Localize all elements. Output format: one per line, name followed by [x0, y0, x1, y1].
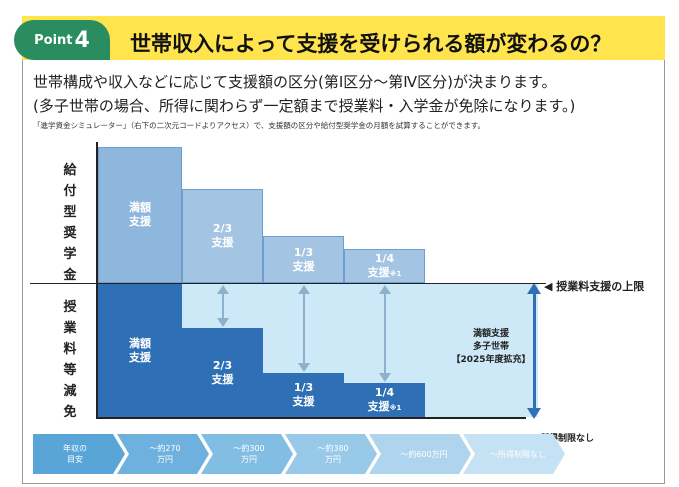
income-steps: 年収の 目安 〜約270 万円 〜約300 万円 〜約380 万円 〜約600万円 〜所… [33, 434, 633, 474]
expand-arrow-icon [379, 285, 391, 382]
y-axis [96, 142, 98, 419]
tuition-block-full: 満額 支援 [98, 284, 182, 417]
x-axis [96, 417, 526, 419]
income-step: 〜約380 万円 [317, 444, 349, 464]
tuition-limit-line [30, 283, 546, 284]
tuition-limit-label: ◀ 授業料支援の上限 [544, 280, 645, 293]
income-step-arrow [285, 434, 377, 474]
income-step-arrow [369, 434, 471, 474]
income-step-arrow [33, 434, 125, 474]
income-step-arrow [117, 434, 209, 474]
income-step: 〜約300 万円 [233, 444, 265, 464]
scholarship-block-1-4: 1/4 支援※1 [344, 249, 425, 283]
ylabel-scholarship: 給付型奨学金 [63, 163, 77, 283]
ylabel-tuition: 授業料等減免 [63, 300, 77, 420]
description-line-1: 世帯構成や収入などに応じて支援額の区分(第Ⅰ区分〜第Ⅳ区分)が決まります。 [33, 73, 557, 91]
simulator-note: 「進学資金シミュレーター」（右下の二次元コードよりアクセス）で、支援額の区分や給… [33, 121, 486, 130]
point-number: 4 [74, 27, 90, 53]
title-bar [22, 16, 665, 60]
tuition-block-2-3: 2/3 支援 [182, 328, 263, 417]
income-step-arrow [463, 434, 565, 474]
income-steps-arrows [33, 434, 565, 474]
page-title: 世帯収入によって支援を受けられる額が変わるの？ [130, 32, 612, 56]
income-step: 〜所得制限なし [490, 449, 546, 459]
multi-child-label: 満額支援 多子世帯 【2025年度拡充】 [451, 329, 531, 365]
scholarship-block-full: 満額 支援 [98, 147, 182, 283]
income-step: 年収の 目安 [63, 444, 87, 464]
scholarship-block-1-3: 1/3 支援 [263, 236, 344, 283]
income-step: 〜約600万円 [400, 449, 448, 459]
tuition-block-1-4: 1/4 支援※1 [344, 383, 425, 417]
expand-arrow-icon [298, 285, 310, 372]
description-line-2: (多子世帯の場合、所得に関わらず一定額まで授業料・入学金が免除になります。) [33, 97, 576, 115]
point-word: Point [34, 32, 73, 48]
multi-child-arrow-icon [527, 283, 541, 419]
no-income-limit-label: 所得制限なし [540, 434, 595, 444]
income-step-arrow [201, 434, 293, 474]
income-step: 〜約270 万円 [149, 444, 181, 464]
tuition-block-1-3: 1/3 支援 [263, 373, 344, 417]
scholarship-block-2-3: 2/3 支援 [182, 189, 263, 283]
point-badge: Point 4 [14, 20, 110, 60]
expand-arrow-icon [217, 285, 229, 327]
